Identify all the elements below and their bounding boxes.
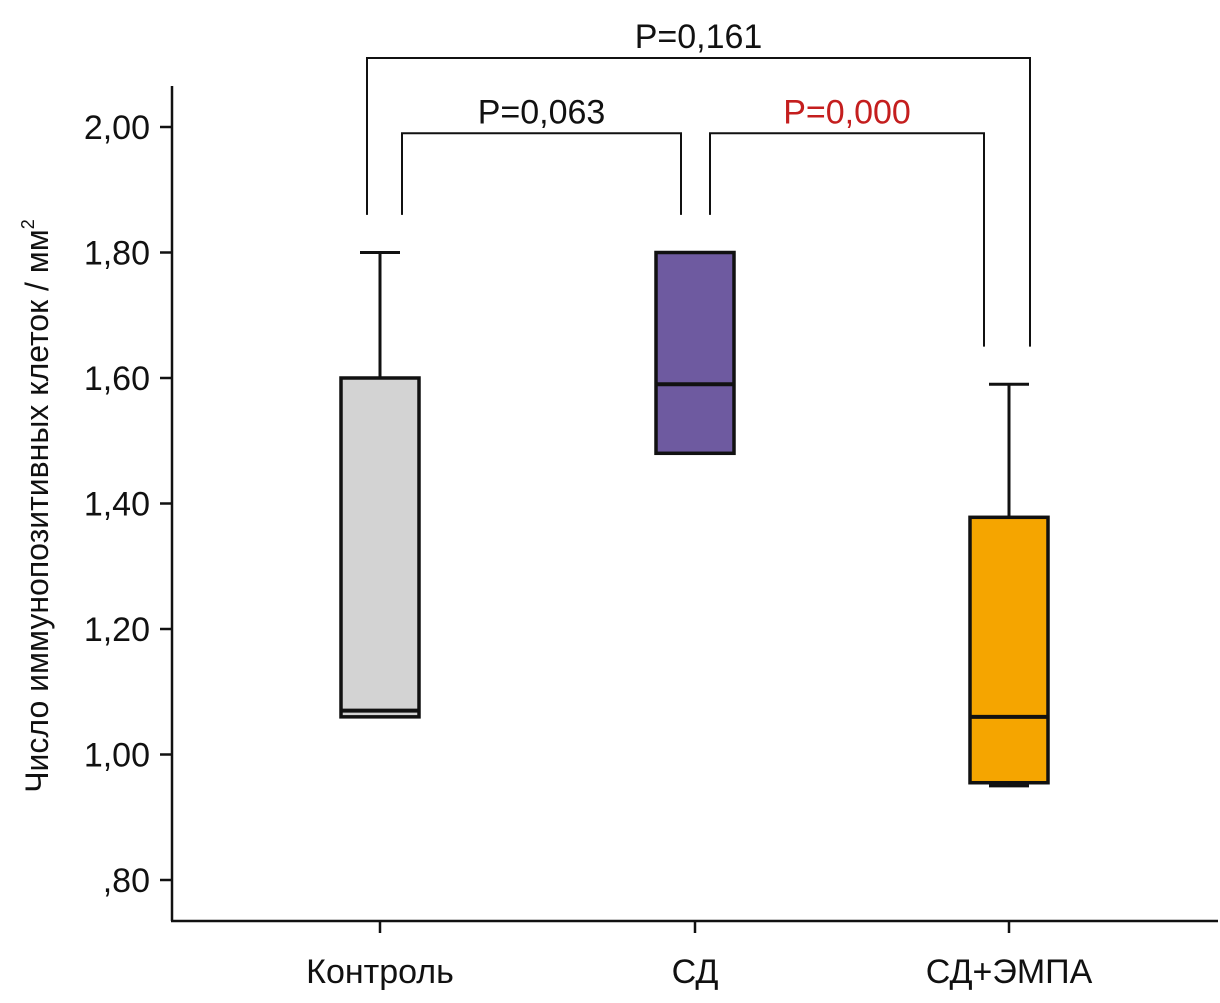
comparison-bracket: P=0,161: [366, 18, 1031, 347]
box-iqr: [339, 376, 421, 719]
comparison-bracket: P=0,000: [709, 93, 985, 347]
x-tick-label: СД+ЭМПА: [926, 953, 1093, 991]
y-tick-label: ,80: [103, 862, 150, 900]
y-tick-label: 1,80: [84, 235, 150, 273]
y-tick-label: 1,60: [84, 360, 150, 398]
x-tick-label: СД: [672, 953, 719, 991]
p-value-label: P=0,063: [478, 93, 606, 131]
comparison-bracket: P=0,063: [401, 93, 682, 215]
y-axis-ticks: ,80 1,00 1,20 1,40 1,60 1,80 2,00: [84, 109, 172, 900]
y-tick-label: 1,40: [84, 486, 150, 524]
box-series: [339, 250, 1050, 788]
p-value-label: P=0,161: [635, 18, 763, 56]
box-group: [654, 250, 736, 456]
bracket-line: [709, 132, 985, 347]
y-tick-label: 1,20: [84, 611, 150, 649]
box-iqr: [654, 250, 736, 456]
bracket-line: [401, 132, 682, 215]
x-tick-label: Контроль: [306, 953, 454, 991]
y-tick-label: 1,00: [84, 737, 150, 775]
significance-brackets: P=0,161 P=0,063 P=0,000: [366, 18, 1031, 347]
x-axis-ticks: Контроль СД СД+ЭМПА: [306, 921, 1093, 991]
y-tick-label: 2,00: [84, 109, 150, 147]
box-group: [339, 251, 421, 719]
y-axis-title: Число иммунопозитивных клеток / мм2: [18, 219, 55, 793]
y-axis-title-text: Число иммунопозитивных клеток / мм: [19, 229, 55, 793]
p-value-label: P=0,000: [783, 93, 911, 131]
box-group: [968, 382, 1050, 788]
axes: [170, 86, 1218, 923]
y-axis-title-superscript: 2: [18, 219, 38, 229]
bracket-line: [366, 56, 1031, 347]
box-iqr: [968, 515, 1050, 785]
